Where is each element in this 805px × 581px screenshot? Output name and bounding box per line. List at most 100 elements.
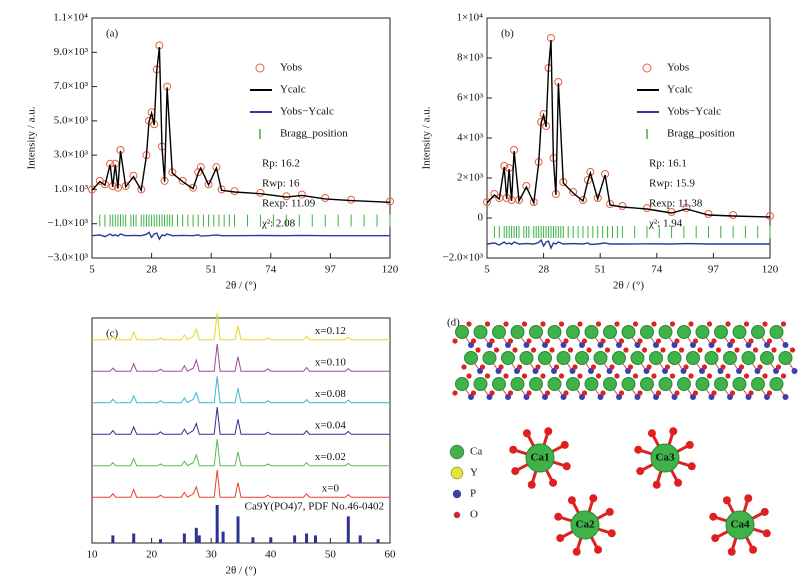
legend-symbol — [255, 63, 265, 73]
o-atom — [748, 390, 754, 396]
o-atom — [660, 347, 666, 353]
o-atom — [516, 364, 523, 370]
ca-atom — [741, 351, 756, 365]
o-atom — [655, 390, 662, 396]
p-atom — [634, 394, 641, 400]
x-axis-label: 2θ / (°) — [225, 280, 256, 292]
obs-point — [490, 190, 499, 198]
xrd-pattern — [92, 312, 390, 341]
reference-bar — [269, 537, 273, 543]
o-atom — [560, 440, 569, 449]
o-atom — [674, 478, 683, 487]
o-atom — [618, 338, 625, 344]
p-atom — [542, 394, 548, 400]
legend-label: Yobs−Ycalc — [667, 106, 721, 118]
y-tick-label: −1.0×10³ — [48, 217, 89, 229]
o-atom — [475, 347, 481, 353]
x-tick-label: 97 — [325, 264, 337, 276]
o-atom — [544, 427, 553, 436]
ca-atom — [677, 377, 691, 391]
p-atom — [486, 394, 493, 400]
o-atom — [729, 338, 736, 344]
o-atom — [614, 321, 620, 327]
legend-label: O — [470, 509, 478, 521]
p-atom — [523, 394, 530, 400]
reference-bar — [293, 535, 297, 543]
legend-symbol — [642, 63, 652, 73]
o-atom — [725, 373, 731, 379]
o-atom — [484, 373, 491, 379]
p-atom — [671, 394, 678, 400]
o-atom — [479, 364, 486, 370]
y-tick-label: 4×10³ — [457, 132, 484, 144]
ca-atom — [640, 377, 654, 391]
o-atom — [586, 347, 592, 353]
series-label: x=0.12 — [315, 325, 346, 337]
site-label: Ca4 — [731, 519, 750, 531]
o-atom — [452, 338, 458, 344]
o-atom — [711, 534, 720, 543]
obs-point — [522, 182, 531, 190]
o-atom — [687, 462, 696, 471]
o-atom — [634, 445, 643, 454]
p-atom — [745, 342, 752, 348]
site-atom — [725, 510, 755, 540]
legend-label: Ca — [470, 446, 482, 458]
o-atom — [771, 347, 777, 353]
panel-label: (d) — [447, 317, 460, 329]
o-atom — [789, 347, 796, 353]
x-tick-label: 74 — [265, 264, 277, 276]
o-atom — [749, 545, 758, 554]
ca-atom — [677, 325, 691, 339]
o-atom — [503, 373, 509, 379]
y-tick-label: 5.0×10³ — [54, 114, 89, 126]
obs-point — [194, 168, 203, 177]
reference-label: Ca9Y(PO4)7, PDF No.46-0402 — [245, 501, 384, 513]
p-atom — [653, 342, 659, 348]
o-atom — [614, 373, 620, 379]
ca-atom — [704, 351, 719, 365]
obs-point — [217, 185, 226, 194]
y-tick-label: 1×10⁴ — [456, 12, 483, 24]
xrd-pattern — [92, 343, 390, 372]
o-atom — [549, 478, 558, 487]
ca-atom — [658, 325, 673, 339]
o-atom — [572, 364, 578, 370]
ca-atom — [464, 351, 478, 365]
ca-atom — [714, 377, 728, 391]
legend-label: Yobs — [280, 62, 302, 74]
p-atom — [468, 394, 474, 400]
p-atom — [560, 342, 567, 348]
obs-point — [483, 198, 491, 206]
annotation: Rexp: 11.38 — [649, 198, 703, 210]
o-atom — [498, 364, 504, 370]
site-label: Ca1 — [531, 452, 550, 464]
p-atom — [486, 342, 493, 348]
series-label: x=0 — [322, 483, 340, 495]
o-atom — [727, 547, 736, 556]
x-tick-label: 10 — [87, 549, 99, 561]
o-atom — [652, 480, 661, 489]
y-tick-label: 6×10³ — [457, 92, 484, 104]
panel-label: (b) — [501, 28, 514, 40]
o-atom — [674, 338, 680, 344]
o-atom — [503, 321, 509, 327]
o-atom — [558, 373, 565, 379]
ca-atom — [621, 325, 636, 339]
obs-point — [100, 180, 109, 189]
o-atom — [692, 390, 699, 396]
o-atom — [647, 429, 656, 438]
p-atom — [597, 342, 604, 348]
reference-bar — [221, 531, 225, 543]
o-atom — [509, 445, 518, 454]
p-atom — [616, 394, 622, 400]
p-atom — [736, 368, 742, 374]
plot-frame — [91, 317, 391, 544]
o-atom — [706, 321, 713, 327]
annotation: Rwp: 15.9 — [649, 178, 695, 190]
ca-atom — [529, 325, 543, 339]
o-atom — [563, 390, 569, 396]
o-atom — [734, 347, 740, 353]
ca-atom — [510, 377, 525, 391]
